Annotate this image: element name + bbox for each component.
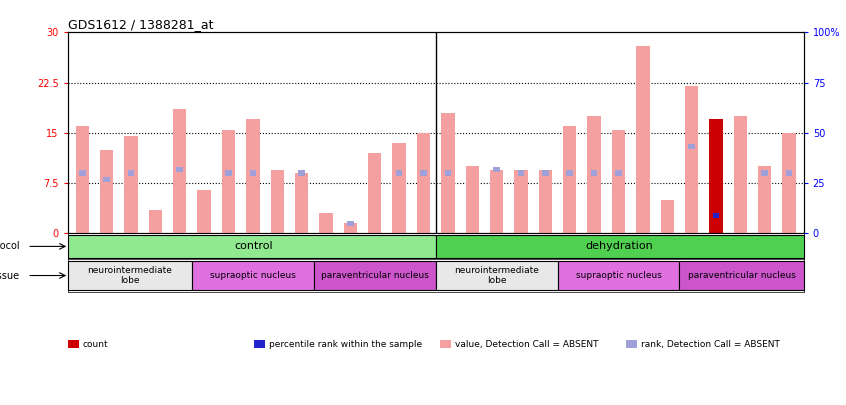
Bar [368,153,382,233]
Bar [761,171,768,176]
Bar [587,116,601,233]
Text: rank, Detection Call = ABSENT: rank, Detection Call = ABSENT [641,340,780,349]
Bar [591,171,597,176]
Bar [563,126,576,233]
Bar [396,171,403,176]
Text: GDS1612 / 1388281_at: GDS1612 / 1388281_at [68,18,213,31]
Bar [68,234,436,258]
Bar [685,86,698,233]
Bar [128,171,135,176]
Bar [79,171,85,176]
Bar [250,171,256,176]
Bar [661,200,674,233]
Text: supraoptic nucleus: supraoptic nucleus [210,271,296,280]
Text: protocol: protocol [0,241,19,252]
Bar [436,261,558,290]
Bar [518,171,525,176]
Bar [786,171,793,176]
Bar [177,167,183,173]
Bar [271,170,284,233]
Bar [758,166,772,233]
Text: neurointermediate
lobe: neurointermediate lobe [87,266,173,285]
Bar [75,126,89,233]
Text: neurointermediate
lobe: neurointermediate lobe [454,266,539,285]
Bar [319,213,332,233]
Bar [197,190,211,233]
Bar [192,261,314,290]
Text: supraoptic nucleus: supraoptic nucleus [575,271,662,280]
Text: paraventricular nucleus: paraventricular nucleus [688,271,795,280]
Text: control: control [235,241,273,252]
Bar [539,170,552,233]
Bar [689,144,695,149]
Bar [712,213,719,218]
Bar [100,149,113,233]
Bar [636,46,650,233]
Bar [679,261,804,290]
Bar [103,177,110,182]
Bar [225,171,232,176]
Text: value, Detection Call = ABSENT: value, Detection Call = ABSENT [455,340,599,349]
Bar [783,133,796,233]
Bar [314,261,436,290]
Text: percentile rank within the sample: percentile rank within the sample [269,340,422,349]
Bar [246,119,260,233]
Bar [612,130,625,233]
Bar [173,109,186,233]
Bar [149,210,162,233]
Bar [441,113,454,233]
Bar [417,133,431,233]
Text: paraventricular nucleus: paraventricular nucleus [321,271,429,280]
Bar [444,171,451,176]
Bar [733,116,747,233]
Bar [709,119,722,233]
Bar [68,261,192,290]
Bar [514,170,528,233]
Text: count: count [83,340,108,349]
Bar [566,171,573,176]
Bar [493,167,500,173]
Bar [393,143,406,233]
Bar [343,223,357,233]
Bar [222,130,235,233]
Bar [490,170,503,233]
Bar [299,171,305,176]
Bar [295,173,308,233]
Bar [436,234,804,258]
Bar [542,171,549,176]
Bar [124,136,138,233]
Bar [615,171,622,176]
Bar [558,261,679,290]
Bar [347,221,354,226]
Bar [465,166,479,233]
Bar [420,171,427,176]
Text: tissue: tissue [0,271,19,281]
Text: dehydration: dehydration [585,241,654,252]
